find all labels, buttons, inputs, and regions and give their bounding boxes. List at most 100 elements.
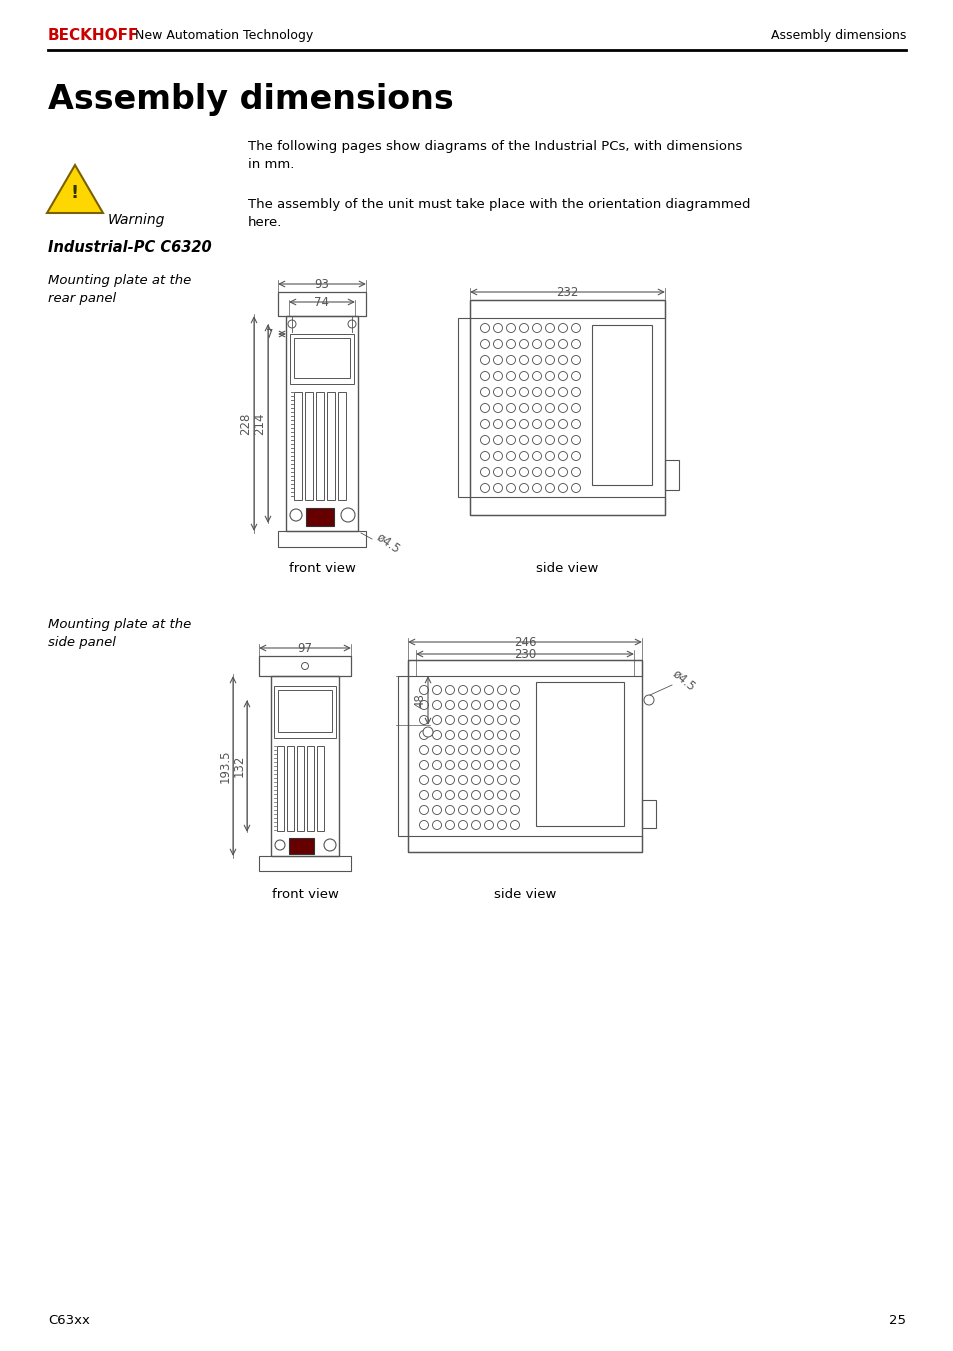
Circle shape	[432, 731, 441, 739]
Circle shape	[274, 840, 285, 850]
Circle shape	[484, 701, 493, 709]
Circle shape	[519, 388, 528, 396]
Circle shape	[571, 484, 579, 493]
Circle shape	[558, 451, 567, 461]
Circle shape	[493, 323, 502, 332]
Bar	[470, 300, 664, 515]
Circle shape	[458, 716, 467, 724]
Circle shape	[432, 805, 441, 815]
Text: side view: side view	[536, 562, 598, 576]
Circle shape	[519, 323, 528, 332]
Text: The following pages show diagrams of the Industrial PCs, with dimensions
in mm.: The following pages show diagrams of the…	[248, 141, 741, 172]
Circle shape	[545, 451, 554, 461]
Circle shape	[484, 805, 493, 815]
Circle shape	[532, 435, 541, 444]
Bar	[306, 508, 334, 526]
Text: !: !	[71, 184, 79, 203]
Text: Warning: Warning	[108, 213, 165, 227]
Text: ø4.5: ø4.5	[669, 667, 698, 693]
Circle shape	[558, 323, 567, 332]
Bar	[470, 300, 664, 317]
Bar	[286, 316, 357, 531]
Bar	[307, 746, 314, 831]
Circle shape	[510, 805, 519, 815]
Text: 97: 97	[297, 642, 313, 655]
Circle shape	[484, 790, 493, 800]
Circle shape	[445, 820, 454, 830]
Circle shape	[419, 701, 428, 709]
Bar	[408, 836, 641, 852]
Circle shape	[545, 372, 554, 381]
Circle shape	[558, 467, 567, 477]
Circle shape	[532, 451, 541, 461]
Circle shape	[471, 805, 480, 815]
Circle shape	[432, 790, 441, 800]
Circle shape	[445, 731, 454, 739]
Bar	[294, 392, 302, 500]
Circle shape	[445, 761, 454, 770]
Circle shape	[432, 716, 441, 724]
Circle shape	[497, 716, 506, 724]
Text: front view: front view	[288, 562, 355, 576]
Circle shape	[471, 790, 480, 800]
Circle shape	[571, 339, 579, 349]
Circle shape	[519, 420, 528, 428]
Circle shape	[340, 508, 355, 521]
Circle shape	[497, 746, 506, 754]
Text: side view: side view	[494, 888, 556, 901]
Circle shape	[290, 509, 302, 521]
Text: New Automation Technology: New Automation Technology	[135, 28, 313, 42]
Circle shape	[480, 339, 489, 349]
Bar	[397, 676, 408, 836]
Circle shape	[545, 388, 554, 396]
Bar	[276, 746, 284, 831]
Circle shape	[545, 484, 554, 493]
Circle shape	[497, 701, 506, 709]
Bar	[664, 459, 679, 490]
Text: 7: 7	[266, 327, 274, 340]
Circle shape	[493, 420, 502, 428]
Circle shape	[506, 467, 515, 477]
Circle shape	[532, 355, 541, 365]
Circle shape	[484, 685, 493, 694]
Circle shape	[493, 484, 502, 493]
Circle shape	[506, 339, 515, 349]
Circle shape	[571, 404, 579, 412]
Circle shape	[497, 761, 506, 770]
Text: The assembly of the unit must take place with the orientation diagrammed
here.: The assembly of the unit must take place…	[248, 199, 750, 230]
Circle shape	[445, 746, 454, 754]
Circle shape	[480, 372, 489, 381]
Circle shape	[497, 775, 506, 785]
Circle shape	[493, 451, 502, 461]
Circle shape	[419, 685, 428, 694]
Text: 230: 230	[514, 648, 536, 661]
Circle shape	[419, 746, 428, 754]
Circle shape	[422, 727, 433, 738]
Circle shape	[571, 420, 579, 428]
Circle shape	[510, 685, 519, 694]
Circle shape	[519, 339, 528, 349]
Circle shape	[458, 820, 467, 830]
Circle shape	[432, 820, 441, 830]
Text: Mounting plate at the
side panel: Mounting plate at the side panel	[48, 617, 191, 648]
Circle shape	[510, 716, 519, 724]
Circle shape	[445, 790, 454, 800]
Circle shape	[484, 731, 493, 739]
Circle shape	[480, 355, 489, 365]
Circle shape	[419, 716, 428, 724]
Text: 232: 232	[556, 286, 578, 299]
Circle shape	[348, 320, 355, 328]
Circle shape	[571, 355, 579, 365]
Circle shape	[484, 775, 493, 785]
Bar	[271, 676, 338, 857]
Circle shape	[493, 435, 502, 444]
Circle shape	[558, 355, 567, 365]
Circle shape	[643, 694, 654, 705]
Text: 246: 246	[514, 636, 536, 648]
Circle shape	[484, 820, 493, 830]
Circle shape	[419, 805, 428, 815]
Circle shape	[445, 716, 454, 724]
Circle shape	[545, 323, 554, 332]
Circle shape	[288, 320, 295, 328]
Bar	[315, 392, 324, 500]
